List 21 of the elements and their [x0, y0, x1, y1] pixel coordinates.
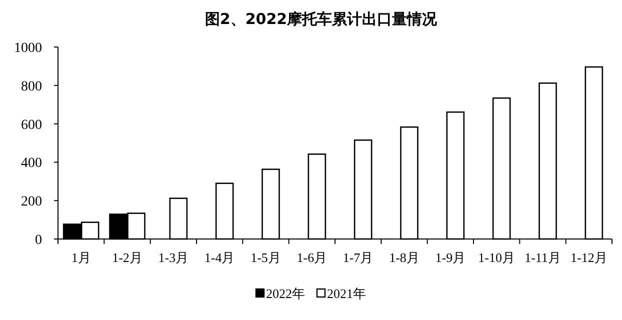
x-tick-label: 1-2月 [112, 250, 142, 265]
y-tick-label: 1000 [14, 41, 42, 56]
y-tick-label: 200 [21, 194, 42, 210]
x-tick-label: 1-3月 [158, 250, 189, 265]
y-tick-label: 400 [21, 156, 42, 172]
x-tick-label: 1-9月 [435, 250, 466, 265]
x-tick-label: 1-8月 [389, 250, 420, 265]
x-tick-label: 1-4月 [204, 250, 235, 265]
x-tick-label: 1-11月 [524, 250, 561, 265]
x-tick-label: 1-5月 [250, 250, 281, 265]
x-tick-label: 1-12月 [570, 250, 608, 265]
x-tick-label: 1-6月 [296, 250, 328, 265]
legend-label: 2022年 [266, 286, 305, 301]
x-tick-label: 1-10月 [478, 250, 516, 265]
legend-label: 2021年 [327, 286, 366, 301]
y-tick-label: 600 [21, 118, 42, 133]
x-tick-label: 1月 [71, 250, 91, 265]
chart-title: 图2、2022摩托车累计出口量情况 [204, 10, 438, 28]
y-tick-label: 800 [21, 79, 42, 94]
x-tick-label: 1-7月 [342, 250, 374, 265]
y-tick-label: 0 [35, 233, 42, 248]
